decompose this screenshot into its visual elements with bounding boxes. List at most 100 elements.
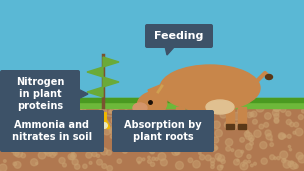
Circle shape xyxy=(172,148,179,155)
Circle shape xyxy=(245,110,247,112)
Polygon shape xyxy=(148,83,178,103)
Circle shape xyxy=(270,143,274,146)
Circle shape xyxy=(283,160,291,168)
Circle shape xyxy=(3,160,6,162)
Circle shape xyxy=(4,137,10,143)
Circle shape xyxy=(289,148,292,151)
Circle shape xyxy=(138,161,140,164)
Circle shape xyxy=(103,127,111,135)
Circle shape xyxy=(83,117,88,122)
Circle shape xyxy=(154,145,158,148)
Polygon shape xyxy=(165,46,175,55)
Circle shape xyxy=(233,112,240,120)
Circle shape xyxy=(56,109,64,117)
Circle shape xyxy=(245,133,252,140)
Ellipse shape xyxy=(265,75,272,80)
Bar xyxy=(0,98,304,102)
Circle shape xyxy=(146,114,150,118)
Circle shape xyxy=(278,133,285,139)
Circle shape xyxy=(279,134,285,139)
Circle shape xyxy=(246,143,252,150)
Circle shape xyxy=(181,123,186,129)
Circle shape xyxy=(69,147,71,150)
Circle shape xyxy=(157,107,165,114)
Circle shape xyxy=(6,125,12,131)
Circle shape xyxy=(115,109,118,113)
Circle shape xyxy=(107,166,112,171)
Circle shape xyxy=(72,154,75,157)
Circle shape xyxy=(273,105,280,111)
Circle shape xyxy=(69,134,73,137)
Circle shape xyxy=(10,147,16,152)
Bar xyxy=(238,124,246,129)
Circle shape xyxy=(188,158,193,163)
Circle shape xyxy=(101,148,108,155)
Circle shape xyxy=(125,107,127,109)
Circle shape xyxy=(261,158,267,164)
Circle shape xyxy=(60,136,64,140)
Circle shape xyxy=(215,153,221,160)
Circle shape xyxy=(198,110,202,114)
Circle shape xyxy=(149,146,155,153)
Circle shape xyxy=(294,122,299,127)
Circle shape xyxy=(286,111,291,116)
Circle shape xyxy=(128,114,132,118)
Circle shape xyxy=(5,136,12,143)
Circle shape xyxy=(59,157,65,164)
Circle shape xyxy=(97,125,100,128)
Circle shape xyxy=(188,125,195,133)
Circle shape xyxy=(144,134,151,141)
Circle shape xyxy=(74,129,77,132)
Circle shape xyxy=(77,148,80,150)
Bar xyxy=(188,124,196,129)
Circle shape xyxy=(1,144,5,149)
Circle shape xyxy=(202,110,206,114)
Circle shape xyxy=(217,165,223,170)
Circle shape xyxy=(159,124,166,130)
Circle shape xyxy=(254,130,261,137)
Circle shape xyxy=(274,119,279,123)
Circle shape xyxy=(127,144,132,149)
Circle shape xyxy=(114,110,118,114)
Circle shape xyxy=(250,142,253,145)
Polygon shape xyxy=(87,67,103,77)
Circle shape xyxy=(287,134,291,138)
Circle shape xyxy=(251,111,257,117)
Circle shape xyxy=(155,158,158,161)
Circle shape xyxy=(98,110,102,113)
Circle shape xyxy=(30,159,38,166)
Circle shape xyxy=(0,131,5,136)
Circle shape xyxy=(238,108,244,115)
Circle shape xyxy=(26,131,28,133)
Circle shape xyxy=(36,162,38,165)
Circle shape xyxy=(83,164,87,168)
Circle shape xyxy=(119,127,124,132)
Circle shape xyxy=(242,164,244,166)
Circle shape xyxy=(116,140,122,146)
Circle shape xyxy=(201,144,208,150)
Circle shape xyxy=(52,131,58,137)
Circle shape xyxy=(162,120,167,125)
Circle shape xyxy=(215,147,218,149)
Circle shape xyxy=(109,126,116,134)
Circle shape xyxy=(3,115,6,118)
Circle shape xyxy=(19,115,26,123)
Circle shape xyxy=(226,146,230,151)
Circle shape xyxy=(97,159,102,165)
Circle shape xyxy=(96,154,100,157)
Circle shape xyxy=(158,153,166,161)
Circle shape xyxy=(33,118,39,124)
Circle shape xyxy=(246,130,249,133)
Circle shape xyxy=(16,150,18,152)
Circle shape xyxy=(178,110,185,117)
Circle shape xyxy=(48,110,50,112)
Circle shape xyxy=(74,125,81,132)
Circle shape xyxy=(51,144,57,150)
Circle shape xyxy=(111,128,114,130)
Circle shape xyxy=(272,109,279,116)
Circle shape xyxy=(284,136,286,138)
Circle shape xyxy=(266,134,272,140)
Circle shape xyxy=(45,108,51,114)
Polygon shape xyxy=(78,89,88,99)
Circle shape xyxy=(250,112,254,117)
